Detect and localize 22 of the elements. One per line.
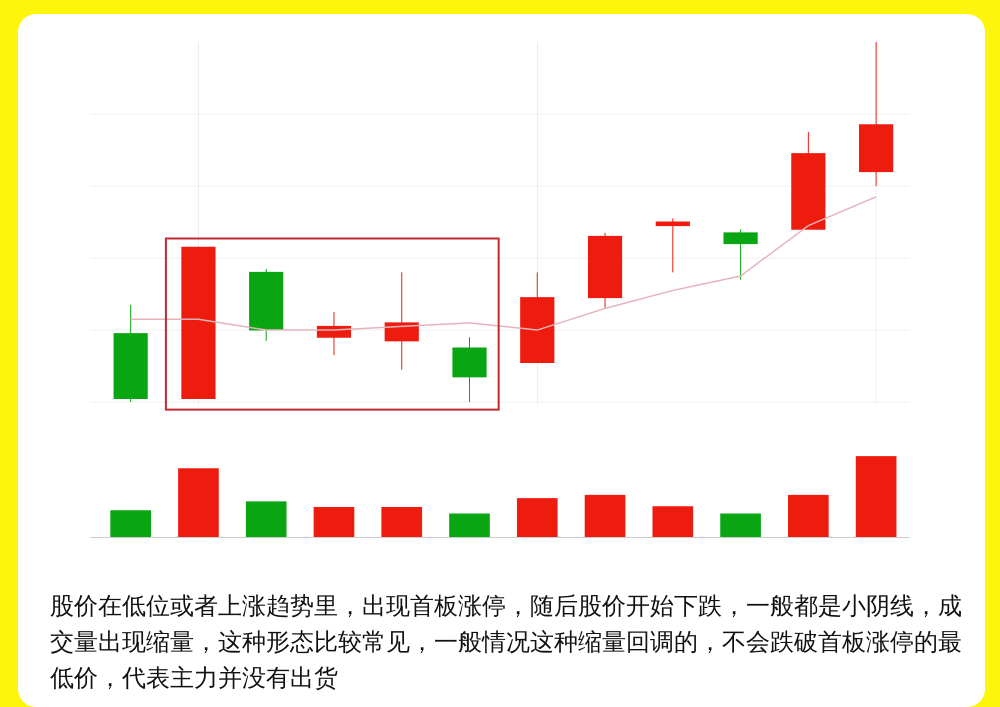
candlestick — [723, 228, 758, 280]
bar — [110, 510, 151, 537]
bar — [856, 456, 896, 537]
bar — [381, 507, 422, 537]
bar — [720, 514, 761, 537]
candlestick — [114, 304, 148, 403]
candlestick — [384, 272, 419, 370]
candlestick — [452, 336, 487, 403]
bar — [516, 498, 558, 537]
bar — [788, 494, 829, 537]
text: 股价在低位或者上涨趋势里，出现首板涨停，随后股价开始下跌，一般都是小阴线，成交量出现缩量，这种形态比较常见，一般情况这种缩量回调的，不会跌破首板涨停的最低价，代表主力并没有出货 — [50, 591, 963, 694]
bar — [449, 514, 490, 537]
bar — [178, 468, 219, 537]
candlestick — [656, 218, 690, 273]
bar — [584, 494, 626, 537]
bar — [652, 506, 694, 537]
bar — [314, 507, 354, 537]
bar — [246, 501, 287, 537]
candlestick — [588, 232, 622, 309]
candlestick — [520, 272, 554, 363]
candlestick — [249, 268, 284, 342]
candlestick — [791, 132, 826, 230]
